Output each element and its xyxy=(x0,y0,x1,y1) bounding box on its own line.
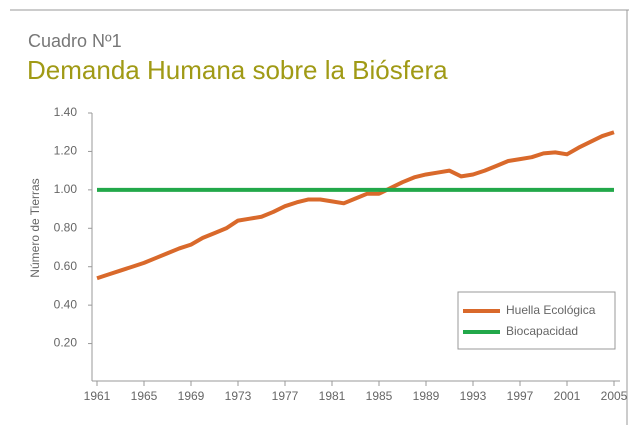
y-tick-label: 1.00 xyxy=(54,182,78,196)
y-tick-label: 0.60 xyxy=(54,259,78,273)
y-axis-label: Número de Tierras xyxy=(28,178,42,277)
y-tick-label: 1.20 xyxy=(54,144,78,158)
legend-label: Biocapacidad xyxy=(506,324,578,338)
x-tick-label: 1973 xyxy=(225,389,252,403)
chart-title: Cuadro Nº1 xyxy=(28,31,122,51)
legend-label: Huella Ecológica xyxy=(506,303,596,317)
chart-subtitle: Demanda Humana sobre la Biósfera xyxy=(27,55,448,85)
legend-box xyxy=(457,291,616,350)
x-tick-label: 1969 xyxy=(178,389,205,403)
y-tick-label: 0.80 xyxy=(54,220,78,234)
x-tick-label: 1997 xyxy=(507,389,534,403)
x-tick-label: 1965 xyxy=(131,389,158,403)
y-tick-label: 1.40 xyxy=(54,105,78,119)
x-tick-label: 1977 xyxy=(272,389,299,403)
x-tick-label: 1981 xyxy=(319,389,346,403)
x-tick-label: 1993 xyxy=(460,389,487,403)
series-line xyxy=(96,130,615,281)
x-tick-label: 1989 xyxy=(413,389,440,403)
y-tick-label: 0.20 xyxy=(54,336,78,350)
x-tick-label: 1961 xyxy=(84,389,111,403)
x-tick-label: 1985 xyxy=(366,389,393,403)
y-tick-label: 0.40 xyxy=(54,297,78,311)
x-tick-label: 2001 xyxy=(554,389,581,403)
x-tick-label: 2005 xyxy=(601,389,628,403)
